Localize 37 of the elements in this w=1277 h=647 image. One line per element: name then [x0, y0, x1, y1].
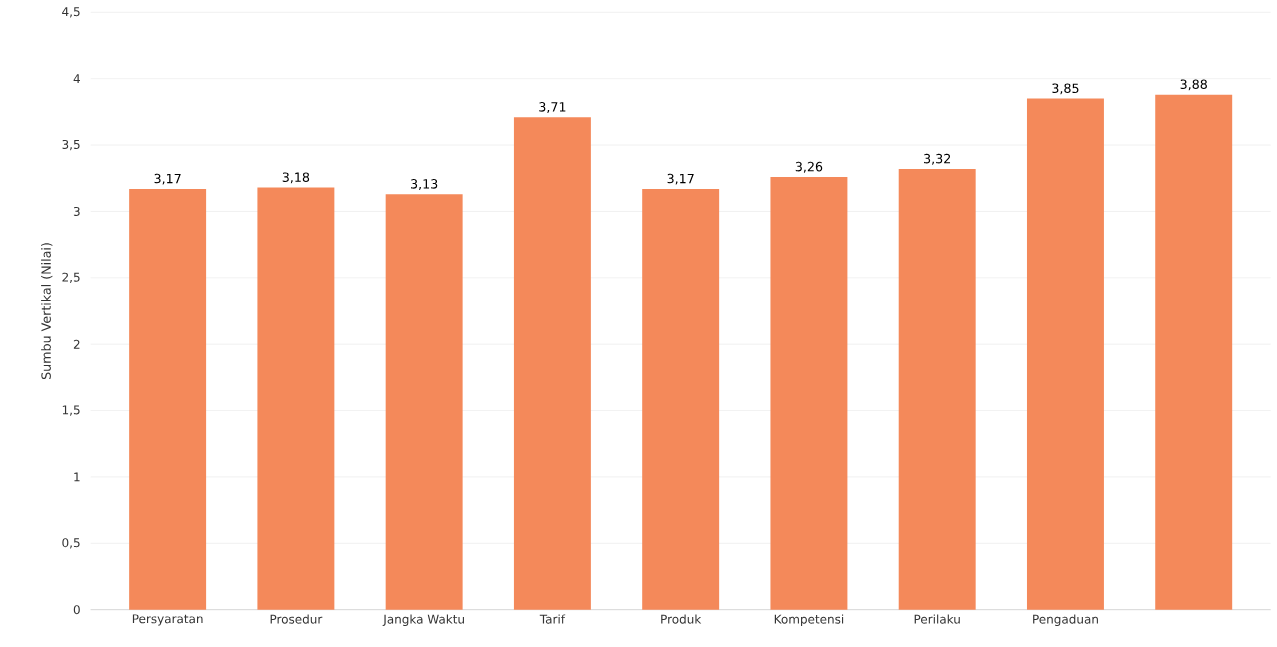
bar — [1155, 94, 1233, 610]
data-label: 3,13 — [411, 179, 438, 190]
y-tick-label: 1 — [74, 472, 80, 482]
bar — [513, 117, 591, 610]
x-tick-label: Persyaratan — [132, 614, 203, 626]
y-tick-label: 3 — [73, 206, 80, 216]
bar — [642, 188, 720, 610]
y-tick-label: 0,5 — [62, 538, 80, 549]
data-label: 3,85 — [1052, 83, 1079, 95]
bar — [385, 194, 463, 610]
data-label: 3,17 — [154, 173, 181, 185]
data-label: 3,18 — [282, 172, 310, 184]
y-tick-label: 4,5 — [62, 7, 80, 18]
bar — [129, 188, 207, 610]
bar — [1026, 98, 1104, 610]
data-label: 3,26 — [795, 161, 823, 173]
x-tick-label: Pengaduan — [1033, 614, 1098, 626]
bar — [257, 187, 335, 610]
y-tick-label: 2,5 — [62, 272, 80, 283]
y-tick-label: 4 — [73, 74, 80, 84]
y-tick-label: 1,5 — [62, 405, 80, 416]
data-label: 3,71 — [539, 102, 566, 113]
data-label: 3,17 — [667, 173, 694, 185]
y-tick-label: 2 — [73, 339, 80, 349]
x-tick-label: Tarif — [539, 614, 566, 624]
data-label: 3,88 — [1180, 79, 1207, 91]
bar — [770, 176, 848, 610]
x-tick-label: Perilaku — [914, 614, 960, 624]
y-tick-label: 0 — [73, 605, 80, 615]
y-axis-title: Sumbu Vertikal (Nilai) — [41, 243, 53, 380]
x-tick-label: Prosedur — [270, 614, 323, 624]
data-label: 3,32 — [924, 153, 951, 165]
bar — [898, 168, 976, 610]
y-tick-label: 3,5 — [62, 139, 80, 151]
x-tick-label: Jangka Waktu — [382, 614, 464, 626]
x-tick-label: Kompetensi — [774, 614, 844, 626]
x-tick-label: Produk — [661, 614, 702, 624]
